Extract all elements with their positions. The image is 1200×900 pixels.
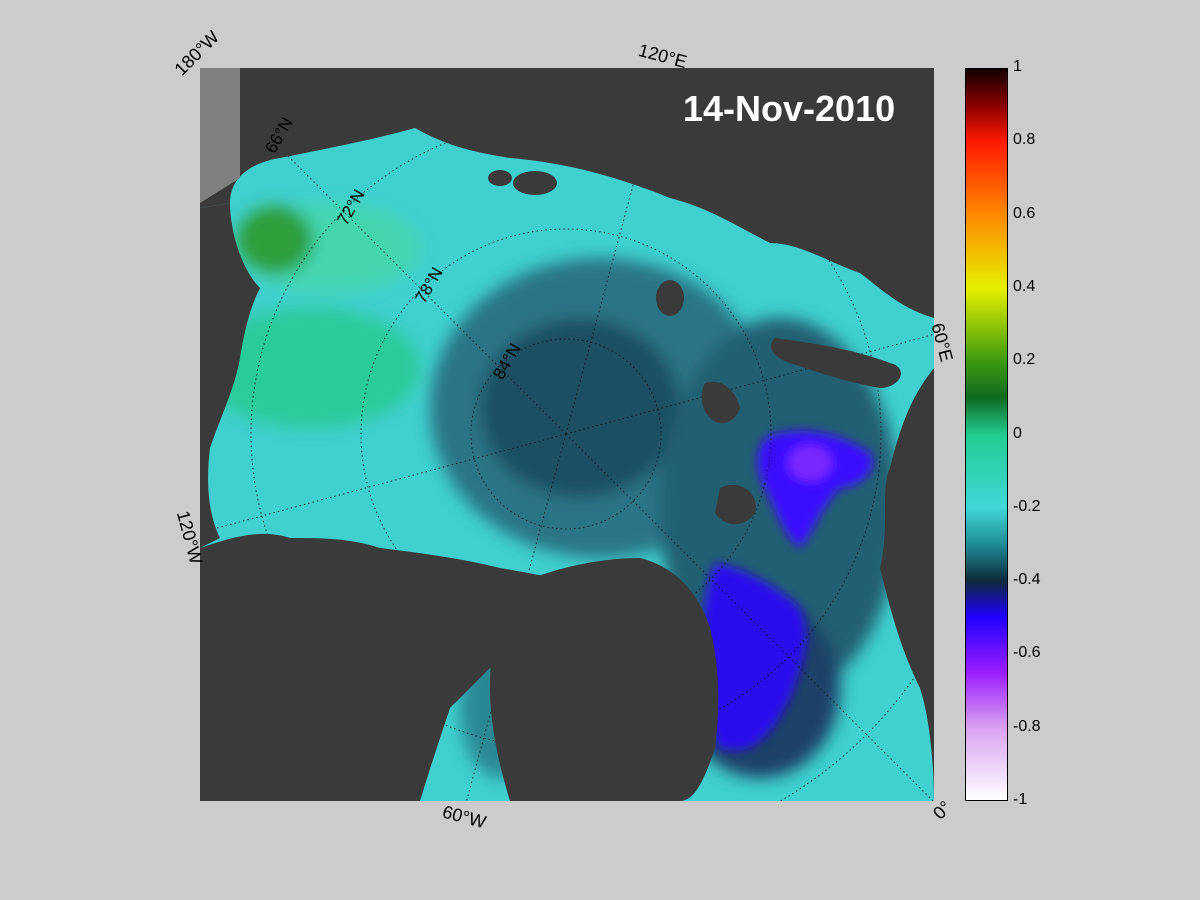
island — [488, 170, 512, 186]
longitude-label-0: 0° — [929, 796, 956, 824]
canadian-archipelago — [200, 533, 580, 801]
island — [513, 171, 557, 195]
land-mask-corner — [200, 68, 240, 203]
scandinavia-landmass — [880, 368, 934, 801]
siberia-landmass — [415, 68, 934, 318]
novaya-zemlya-island — [770, 338, 901, 388]
latitude-circle-78n — [360, 228, 772, 640]
island — [656, 280, 684, 316]
colorbar-tick-label: -0.2 — [1013, 497, 1041, 515]
greenland-landmass — [490, 558, 719, 801]
alaska-landmass — [200, 68, 415, 208]
arctic-map — [200, 68, 934, 801]
negative-anomaly-patch — [757, 430, 873, 548]
strong-negative-anomaly — [788, 445, 832, 481]
franz-josef-land — [715, 484, 756, 525]
colorbar-tick-label: 0.6 — [1013, 204, 1036, 222]
negative-anomaly-fields — [703, 430, 873, 751]
colorbar — [965, 68, 1008, 801]
colorbar-tick-label: -0.4 — [1013, 571, 1041, 589]
colorbar-tick-label: -0.8 — [1013, 717, 1041, 735]
latitude-circle-84n — [470, 338, 662, 530]
colorbar-tick-label: 0.2 — [1013, 351, 1036, 369]
map-canvas — [200, 68, 934, 801]
longitude-label-60w: 60°W — [440, 801, 489, 833]
meridian-180w — [200, 68, 567, 435]
colorbar-tick-label: -1 — [1013, 791, 1028, 808]
colorbar-tick-label: 0.8 — [1013, 131, 1036, 149]
positive-anomaly-region — [200, 308, 420, 428]
pole-anomaly-region — [480, 318, 680, 498]
colorbar-tick-label: 0.4 — [1013, 277, 1036, 295]
latitude-circle-72n — [250, 118, 882, 750]
colorbar-tick-label: 0 — [1013, 424, 1022, 442]
green-anomaly-region — [237, 206, 313, 274]
meridian-60e — [565, 333, 934, 435]
west-coast-landmass — [200, 203, 260, 548]
land-masses — [200, 68, 934, 801]
negative-anomaly-patch-south — [703, 563, 807, 751]
colorbar-tick-label: 1 — [1013, 58, 1022, 75]
svalbard-island — [701, 381, 740, 424]
meridian-120w — [200, 433, 567, 534]
colorbar-tick-label: -0.6 — [1013, 644, 1041, 662]
date-label: 14-Nov-2010 — [683, 88, 896, 129]
